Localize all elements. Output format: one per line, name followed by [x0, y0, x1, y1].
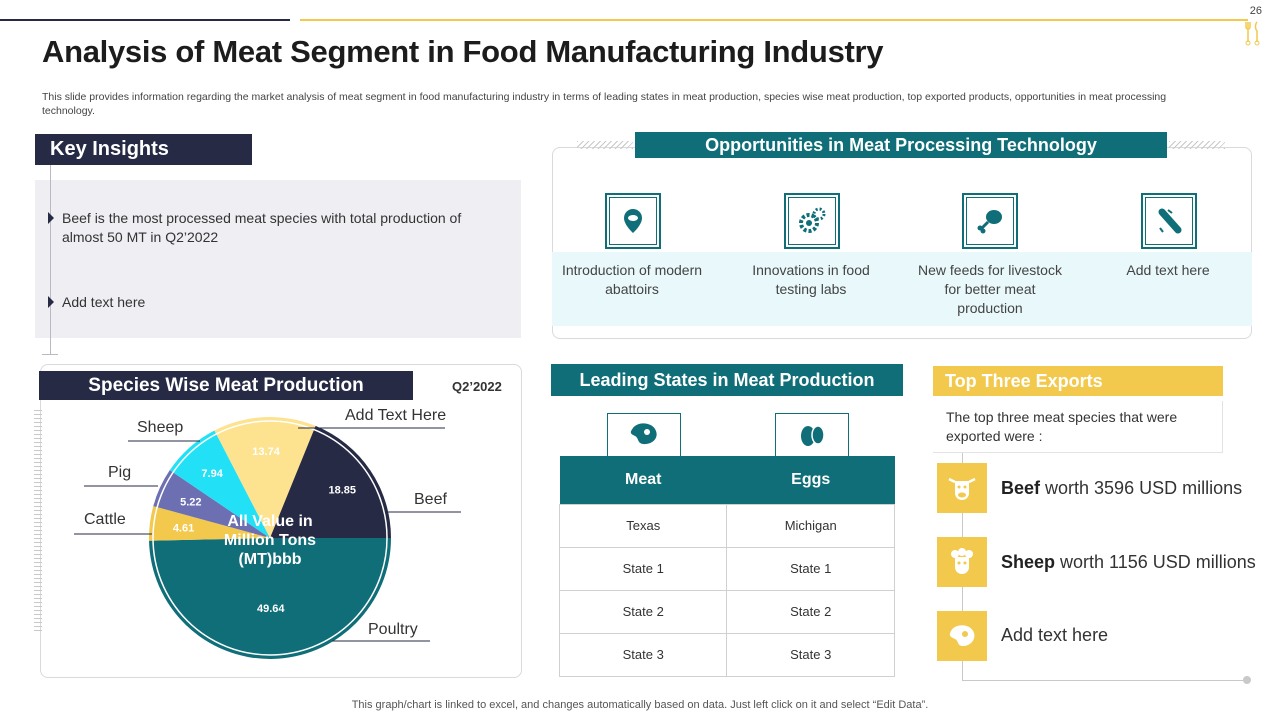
table-cell: State 1 — [558, 546, 728, 591]
header-rule-dark — [0, 19, 290, 21]
location-pin-icon — [624, 209, 642, 233]
table-cell: State 2 — [558, 589, 728, 634]
key-insights-rule-cap — [42, 354, 58, 355]
gears-icon — [799, 207, 826, 233]
pie-slice-sheep[interactable] — [169, 430, 270, 538]
export-value: Add text here — [1001, 625, 1109, 645]
pie-category-label: Add Text Here — [345, 407, 446, 424]
utensils-icon — [1245, 21, 1260, 46]
table-row: Texas Michigan — [558, 503, 895, 548]
table-row: State 3 State 3 — [558, 632, 895, 677]
meat-icon — [949, 625, 975, 646]
exports-rule-dot — [1243, 676, 1251, 684]
export-item: Sheep worth 1156 USD millions — [1001, 552, 1256, 573]
key-insights-rule — [50, 165, 51, 355]
decor-ruler — [34, 410, 42, 632]
key-insight-item: Beef is the most processed meat species … — [48, 209, 488, 247]
pie-category-label: Sheep — [137, 419, 183, 436]
key-insights-panel — [35, 180, 521, 338]
opportunity-label: Innovations in food testing labs — [752, 262, 870, 297]
pie-slice-add-text-here[interactable] — [214, 417, 316, 538]
export-value: worth 1156 USD millions — [1055, 552, 1256, 572]
page-subtitle: This slide provides information regardin… — [42, 91, 1167, 117]
pie-category-label: Beef — [414, 491, 447, 508]
pie-inner-ring — [152, 420, 388, 656]
export-species: Beef — [1001, 478, 1041, 498]
opportunity-label: Introduction of modern abattoirs — [561, 262, 703, 297]
pie-center-label: (MT)bbb — [238, 551, 301, 568]
header-rule-gold — [300, 19, 1248, 21]
leading-states-heading: Leading States in Meat Production — [551, 364, 903, 396]
pie-heading: Species Wise Meat Production — [39, 371, 413, 400]
pie-slice-pig[interactable] — [153, 470, 270, 538]
opportunity-icon-frame — [1141, 193, 1197, 249]
opportunity-label: Add text here — [1126, 262, 1210, 278]
cow-icon — [948, 477, 976, 500]
table-cell: State 3 — [558, 632, 728, 677]
key-insights-heading: Key Insights — [35, 134, 252, 165]
exports-intro-frame — [933, 401, 1223, 453]
opportunity-label: New feeds for livestock for better meat … — [918, 262, 1062, 316]
decor-hatch — [1169, 141, 1225, 149]
key-insight-item: Add text here — [48, 293, 488, 312]
pie-category-label: Cattle — [84, 511, 126, 528]
export-icon-frame — [937, 537, 987, 587]
pie-slice-poultry[interactable] — [149, 538, 391, 659]
export-icon-frame — [937, 611, 987, 661]
meat-steak-icon — [630, 423, 657, 445]
meat-column-icon-frame — [607, 413, 681, 457]
opportunity-icon-frame — [962, 193, 1018, 249]
pie-value-label: 7.94 — [201, 468, 223, 480]
pie-category-label: Poultry — [368, 621, 418, 638]
sheep-icon — [951, 548, 973, 574]
column-header: Eggs — [726, 456, 895, 504]
export-icon-frame — [937, 463, 987, 513]
opportunity-icon-frame — [784, 193, 840, 249]
export-value: worth 3596 USD millions — [1040, 478, 1243, 498]
chicken-leg-icon — [977, 210, 1002, 234]
pie-slice-cattle[interactable] — [149, 506, 270, 541]
pie-center-label: All Value in — [227, 513, 312, 530]
pie-center-label: Million Tons — [224, 532, 316, 549]
key-insight-text: Beef is the most processed meat species … — [62, 210, 462, 245]
opportunities-band — [552, 252, 1252, 326]
export-item: Add text here — [1001, 625, 1108, 646]
eggs-icon — [801, 425, 825, 446]
table-row: State 1 State 1 — [558, 546, 895, 591]
export-item: Beef worth 3596 USD millions — [1001, 478, 1242, 499]
column-header: Meat — [559, 456, 727, 504]
pie-category-label: Pig — [108, 464, 131, 481]
table-cell: State 2 — [726, 589, 895, 634]
export-species: Sheep — [1001, 552, 1056, 572]
pie-value-label: 4.61 — [173, 522, 194, 534]
table-row: State 2 State 2 — [558, 589, 895, 634]
table-cell: State 1 — [726, 546, 895, 591]
pie-period: Q2’2022 — [452, 379, 502, 394]
table-cell: Texas — [558, 503, 728, 548]
exports-heading: Top Three Exports — [933, 366, 1223, 396]
pie-value-label: 13.74 — [252, 446, 280, 458]
pie-value-label: 18.85 — [329, 484, 357, 496]
pie-value-label: 49.64 — [257, 603, 285, 615]
opportunity-icon-frame — [605, 193, 661, 249]
table-cell: Michigan — [726, 503, 895, 548]
decor-hatch — [577, 141, 633, 149]
exports-rule-bottom — [962, 680, 1247, 681]
bullet-marker-icon — [48, 296, 54, 308]
footer-note: This graph/chart is linked to excel, and… — [351, 699, 929, 711]
eggs-column-icon-frame — [775, 413, 849, 457]
pie-value-label: 5.22 — [180, 497, 201, 509]
sausage-icon — [1158, 208, 1182, 234]
pie-slice-beef[interactable] — [270, 425, 391, 538]
pie-chart[interactable]: 49.64 4.61 5.22 7.94 13.74 18.85 Poultry Cattle… — [40, 400, 510, 672]
slide-number: 26 — [1249, 5, 1262, 17]
exports-intro: The top three meat species that were exp… — [946, 409, 1178, 444]
bullet-marker-icon — [48, 212, 54, 224]
key-insight-text: Add text here — [62, 294, 146, 310]
table-cell: State 3 — [726, 632, 895, 677]
leading-states-table: Meat Eggs Texas Michigan State 1 State 1… — [558, 456, 895, 677]
page-title: Analysis of Meat Segment in Food Manufac… — [42, 34, 884, 69]
opportunities-heading: Opportunities in Meat Processing Technol… — [635, 132, 1167, 158]
